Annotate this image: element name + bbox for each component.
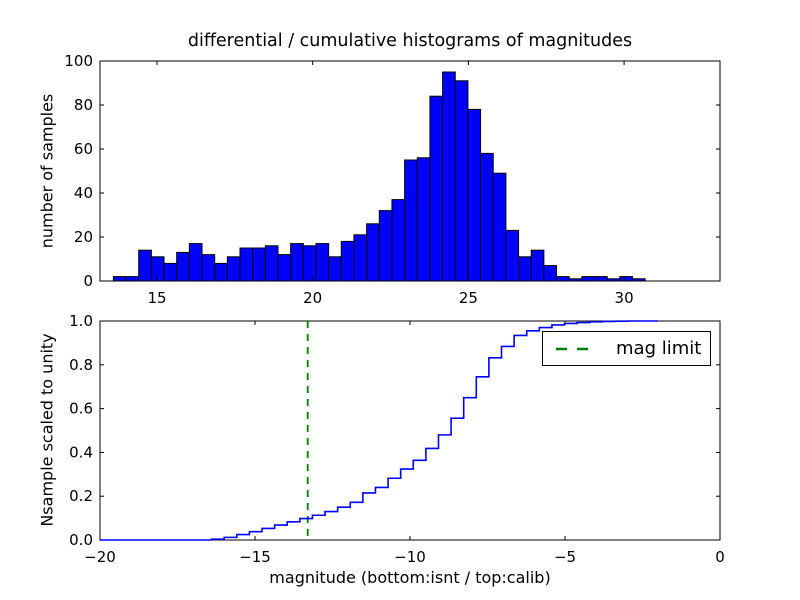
hist-bar [378,210,393,282]
hist-bar [163,262,178,282]
cumulative-plot: −20 −15 −10 −5 0 0.0 0.2 0.4 0.6 0.8 1.0 [69,312,725,566]
hist-bar [226,256,241,282]
y-tick-label: 0.4 [69,443,93,461]
x-axis-label: magnitude (bottom:isnt / top:calib) [269,568,551,587]
hist-bar [353,234,368,282]
y-tick-label: 40 [74,184,93,202]
y-tick-label: 1.0 [69,312,93,330]
hist-bar [252,247,266,282]
hist-bar [290,243,304,282]
x-tick-label: 0 [715,548,725,566]
x-tick-label: −15 [239,548,271,566]
hist-bar [442,71,456,282]
hist-bar [340,240,355,282]
hist-bar [543,265,558,282]
y-tick-label: 80 [74,96,93,114]
top-histogram: 15 20 25 30 0 20 40 60 80 100 [64,52,721,307]
hist-bar [138,249,152,282]
hist-bar [328,256,342,282]
legend-label: mag limit [616,338,702,359]
hist-bar [112,276,127,282]
hist-bar [594,276,608,282]
y-tick-label: 60 [74,140,93,158]
hist-bar [366,223,380,282]
hist-bar [505,229,520,282]
hist-bar [492,172,507,282]
y-tick-label: 0.6 [69,400,93,418]
hist-bar [518,256,532,282]
hist-bar [150,256,165,282]
y-tick-label: 0 [83,272,93,290]
hist-bar [480,152,494,282]
hist-bar [176,251,190,282]
x-tick-label: −5 [554,548,576,566]
hist-bar [467,108,482,282]
legend: mag limit [542,331,711,366]
x-tick-label: −20 [84,548,116,566]
top-y-axis-label: number of samples [37,93,57,249]
hist-bar [429,95,444,282]
hist-bar [556,276,570,282]
y-tick-label: 20 [74,228,93,246]
hist-bar [315,243,330,282]
cumulative-curve [100,320,658,541]
hist-bar [619,276,634,282]
x-tick-label: 15 [147,289,166,307]
figure-title: differential / cumulative histograms of … [187,31,633,51]
y-tick-label: 0.2 [69,487,93,505]
x-tick-label: 25 [459,289,478,307]
y-tick-label: 100 [64,52,93,70]
hist-bar [239,247,254,282]
hist-bar [391,199,406,282]
hist-bar [581,276,596,282]
hist-bar [454,80,469,282]
hist-bar [416,157,431,282]
hist-bar [264,245,279,282]
hist-bar [214,262,228,282]
axes-frame [99,60,721,282]
x-tick-label: −10 [394,548,426,566]
hist-bar [302,245,317,282]
hist-bar [188,243,203,282]
bottom-y-axis-label: Nsample scaled to unity [37,333,57,527]
hist-bar [125,276,140,282]
mag-limit-dash-icon [556,347,598,350]
hist-bar [277,254,292,282]
hist-bar [201,254,216,282]
x-tick-label: 30 [615,289,634,307]
y-tick-label: 0.0 [69,531,93,549]
hist-bar [404,159,418,282]
y-tick-label: 0.8 [69,356,93,374]
x-tick-label: 20 [303,289,322,307]
hist-bar [530,249,545,282]
